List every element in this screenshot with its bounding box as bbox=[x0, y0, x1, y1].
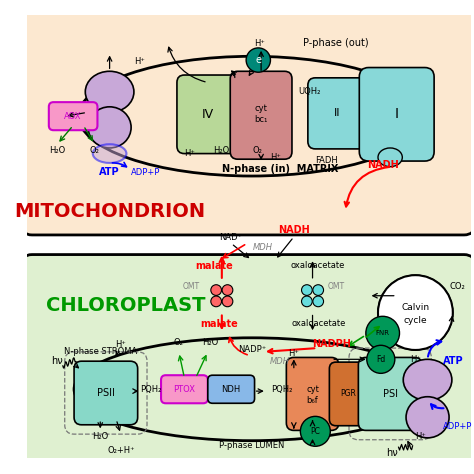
Text: H⁺: H⁺ bbox=[134, 57, 145, 66]
Text: PTOX: PTOX bbox=[173, 385, 195, 394]
FancyBboxPatch shape bbox=[21, 9, 474, 235]
Text: MDH: MDH bbox=[270, 357, 290, 365]
Text: malate: malate bbox=[195, 261, 233, 271]
Text: NADH: NADH bbox=[367, 160, 399, 170]
Text: oxaloacetate: oxaloacetate bbox=[292, 319, 346, 328]
FancyBboxPatch shape bbox=[21, 255, 474, 464]
Ellipse shape bbox=[86, 65, 418, 168]
Text: IV: IV bbox=[202, 108, 214, 121]
FancyBboxPatch shape bbox=[329, 362, 367, 426]
Text: ADP+P: ADP+P bbox=[443, 422, 472, 431]
Text: MDH: MDH bbox=[253, 243, 273, 252]
Text: hν: hν bbox=[386, 448, 398, 458]
Text: hν: hν bbox=[51, 356, 63, 366]
FancyBboxPatch shape bbox=[230, 71, 292, 159]
Text: H⁺: H⁺ bbox=[410, 355, 421, 364]
Text: ADP+P: ADP+P bbox=[130, 168, 160, 177]
Text: N-phase STROMA: N-phase STROMA bbox=[64, 347, 137, 356]
Text: NDH: NDH bbox=[221, 385, 241, 394]
Text: II: II bbox=[334, 109, 340, 118]
Text: PGR: PGR bbox=[340, 390, 356, 399]
FancyBboxPatch shape bbox=[177, 75, 239, 154]
Circle shape bbox=[366, 316, 400, 350]
Text: H₂O: H₂O bbox=[92, 431, 109, 440]
Ellipse shape bbox=[406, 397, 449, 438]
Text: FNR: FNR bbox=[376, 330, 390, 336]
Text: bc₁: bc₁ bbox=[255, 115, 268, 124]
Text: FADH: FADH bbox=[315, 155, 338, 164]
Text: I: I bbox=[395, 107, 399, 121]
Text: OMT: OMT bbox=[182, 282, 200, 291]
Text: O₂: O₂ bbox=[90, 146, 100, 155]
Text: H⁺: H⁺ bbox=[183, 149, 194, 158]
Text: O₂: O₂ bbox=[174, 338, 184, 347]
Circle shape bbox=[211, 296, 221, 307]
FancyBboxPatch shape bbox=[161, 375, 208, 403]
FancyBboxPatch shape bbox=[208, 375, 255, 403]
Text: UQH₂: UQH₂ bbox=[299, 87, 321, 96]
Text: H⁺: H⁺ bbox=[288, 349, 299, 358]
Text: H⁺: H⁺ bbox=[254, 39, 264, 48]
Text: NAD⁺: NAD⁺ bbox=[219, 233, 243, 242]
FancyBboxPatch shape bbox=[308, 78, 366, 149]
Text: malate: malate bbox=[200, 319, 238, 329]
Circle shape bbox=[367, 345, 395, 374]
Text: CHLOROPLAST: CHLOROPLAST bbox=[46, 296, 205, 315]
Ellipse shape bbox=[88, 107, 131, 148]
Circle shape bbox=[211, 285, 221, 295]
FancyBboxPatch shape bbox=[358, 357, 422, 430]
Text: P-phase LUMEN: P-phase LUMEN bbox=[219, 441, 284, 450]
Text: e: e bbox=[255, 55, 261, 65]
FancyBboxPatch shape bbox=[74, 361, 137, 425]
Circle shape bbox=[313, 296, 324, 307]
Circle shape bbox=[313, 285, 324, 295]
Text: ATP: ATP bbox=[99, 167, 120, 177]
Ellipse shape bbox=[85, 71, 134, 112]
FancyBboxPatch shape bbox=[49, 102, 98, 130]
Text: Calvin: Calvin bbox=[401, 303, 429, 312]
Text: P-phase (out): P-phase (out) bbox=[303, 38, 369, 48]
Text: H₂O: H₂O bbox=[49, 146, 65, 155]
Ellipse shape bbox=[403, 359, 452, 401]
Circle shape bbox=[301, 285, 312, 295]
Circle shape bbox=[378, 275, 453, 350]
Circle shape bbox=[246, 48, 271, 72]
Text: H₂O: H₂O bbox=[213, 146, 229, 155]
Text: NADP⁺: NADP⁺ bbox=[237, 346, 266, 355]
Text: PC: PC bbox=[310, 427, 320, 436]
Text: b₆f: b₆f bbox=[307, 396, 319, 405]
Circle shape bbox=[301, 416, 330, 447]
Text: N-phase (in)  MATRIX: N-phase (in) MATRIX bbox=[222, 164, 338, 174]
Text: PSII: PSII bbox=[97, 388, 115, 398]
Ellipse shape bbox=[93, 144, 127, 163]
Circle shape bbox=[222, 296, 233, 307]
Circle shape bbox=[301, 296, 312, 307]
Text: PQH₂: PQH₂ bbox=[271, 385, 292, 394]
FancyBboxPatch shape bbox=[359, 67, 434, 161]
Text: PQH₂: PQH₂ bbox=[140, 385, 162, 394]
Ellipse shape bbox=[81, 346, 422, 433]
FancyBboxPatch shape bbox=[286, 357, 339, 430]
Text: O₂+H⁺: O₂+H⁺ bbox=[107, 446, 135, 455]
Text: MITOCHONDRION: MITOCHONDRION bbox=[14, 202, 205, 221]
Text: Fd: Fd bbox=[376, 355, 385, 364]
Text: H⁺: H⁺ bbox=[270, 153, 281, 162]
Text: CO₂: CO₂ bbox=[450, 282, 465, 291]
Text: H⁺: H⁺ bbox=[415, 431, 426, 440]
Text: oxaloacetate: oxaloacetate bbox=[290, 261, 345, 270]
Text: AOX: AOX bbox=[64, 112, 82, 121]
Circle shape bbox=[222, 285, 233, 295]
Text: ATP: ATP bbox=[443, 356, 463, 366]
Text: H⁺: H⁺ bbox=[115, 340, 126, 349]
Ellipse shape bbox=[378, 148, 402, 167]
Text: cycle: cycle bbox=[403, 316, 427, 325]
Text: NADH: NADH bbox=[278, 225, 310, 235]
Text: O₂: O₂ bbox=[253, 146, 262, 155]
Text: OMT: OMT bbox=[328, 282, 345, 291]
Text: H₂O: H₂O bbox=[202, 338, 219, 347]
Text: NADPH: NADPH bbox=[312, 339, 351, 349]
Text: cyt: cyt bbox=[306, 385, 319, 394]
Text: PSI: PSI bbox=[383, 389, 398, 399]
Text: cyt: cyt bbox=[255, 104, 267, 113]
